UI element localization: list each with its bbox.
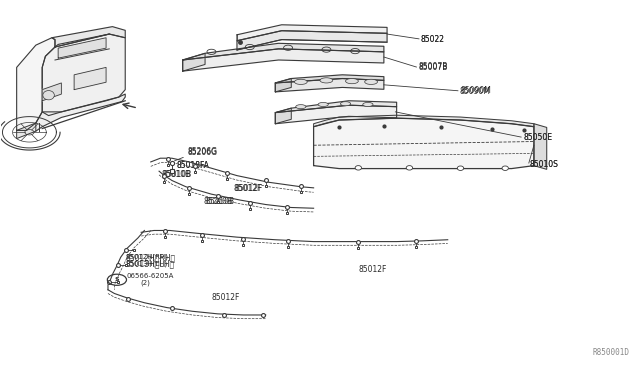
Text: 85010B: 85010B	[162, 170, 191, 179]
Text: 85090M: 85090M	[461, 86, 492, 95]
Polygon shape	[42, 34, 125, 116]
Text: 85007B: 85007B	[419, 63, 448, 72]
Text: 85010S: 85010S	[529, 160, 558, 169]
Ellipse shape	[406, 166, 413, 170]
Text: R850001D: R850001D	[593, 348, 630, 357]
Polygon shape	[275, 75, 384, 83]
Ellipse shape	[340, 102, 351, 106]
Text: 85210B: 85210B	[204, 197, 233, 206]
Polygon shape	[182, 53, 205, 71]
Text: 85018FA: 85018FA	[176, 161, 209, 170]
Polygon shape	[17, 38, 55, 131]
Text: 85012H(RH): 85012H(RH)	[125, 254, 168, 260]
Polygon shape	[74, 67, 106, 90]
Text: 85007B: 85007B	[419, 62, 448, 71]
Ellipse shape	[320, 78, 333, 83]
Ellipse shape	[346, 78, 358, 84]
Ellipse shape	[458, 166, 464, 170]
Text: 85012F: 85012F	[234, 185, 262, 193]
Text: 85013H〈LH〉: 85013H〈LH〉	[126, 260, 175, 269]
Text: 85206G: 85206G	[188, 147, 218, 156]
Ellipse shape	[296, 105, 306, 109]
Polygon shape	[314, 115, 534, 127]
Text: 85010B: 85010B	[163, 170, 191, 179]
Text: 85050E: 85050E	[523, 132, 552, 142]
Polygon shape	[182, 49, 384, 71]
Text: 85012F: 85012F	[358, 265, 387, 274]
Text: 85022: 85022	[421, 35, 445, 44]
Polygon shape	[237, 31, 387, 50]
Text: 85010S: 85010S	[529, 160, 558, 169]
Text: 85012F: 85012F	[234, 184, 263, 193]
Text: 85012H〈RH〉: 85012H〈RH〉	[126, 253, 176, 262]
Polygon shape	[275, 108, 291, 124]
Polygon shape	[275, 101, 397, 113]
Text: S: S	[115, 277, 119, 282]
Polygon shape	[534, 124, 547, 169]
Polygon shape	[36, 94, 125, 131]
Ellipse shape	[502, 166, 508, 170]
Polygon shape	[52, 27, 125, 47]
Text: 85022: 85022	[421, 35, 445, 44]
Polygon shape	[275, 105, 397, 124]
Text: 85210B: 85210B	[205, 197, 234, 206]
Ellipse shape	[365, 79, 378, 84]
Ellipse shape	[43, 90, 54, 100]
Polygon shape	[275, 78, 384, 92]
Text: 85206G: 85206G	[188, 148, 218, 157]
Polygon shape	[182, 43, 384, 60]
Ellipse shape	[294, 79, 307, 84]
Ellipse shape	[363, 102, 373, 106]
Text: 85013H(LH): 85013H(LH)	[125, 260, 168, 267]
Text: 85050E: 85050E	[523, 133, 552, 142]
Polygon shape	[275, 78, 291, 92]
Text: (2): (2)	[140, 280, 150, 286]
Text: 85012F: 85012F	[211, 294, 240, 302]
Polygon shape	[42, 83, 61, 101]
Polygon shape	[58, 38, 106, 58]
Polygon shape	[314, 118, 534, 169]
Text: 06566-6205A: 06566-6205A	[127, 273, 174, 279]
Polygon shape	[17, 123, 36, 138]
Ellipse shape	[318, 102, 328, 106]
Ellipse shape	[355, 166, 362, 170]
Polygon shape	[237, 25, 387, 41]
Text: 85090M: 85090M	[460, 87, 490, 96]
Text: 85018FA: 85018FA	[177, 161, 210, 170]
